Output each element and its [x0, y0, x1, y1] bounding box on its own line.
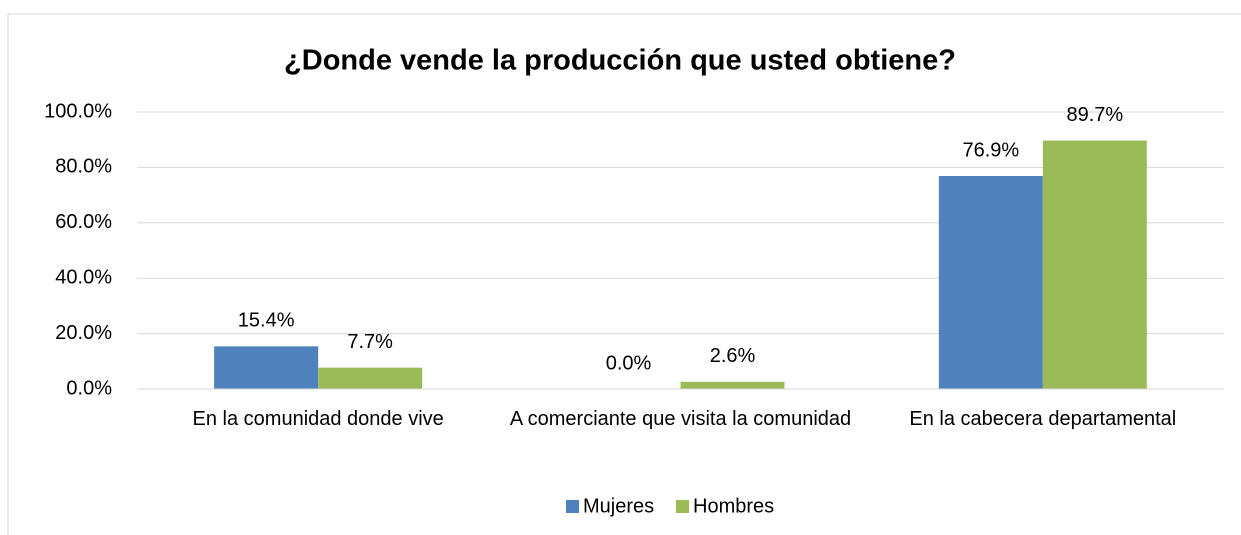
- data-label: 2.6%: [710, 345, 756, 367]
- legend-label: Mujeres: [583, 495, 654, 517]
- y-tick-label: 40.0%: [55, 266, 112, 288]
- x-tick-label: A comerciante que visita la comunidad: [509, 408, 852, 430]
- y-tick-label: 0.0%: [66, 377, 112, 399]
- bar: [214, 346, 319, 389]
- data-label: 15.4%: [238, 310, 295, 332]
- y-tick-label: 100.0%: [44, 100, 112, 122]
- bar: [680, 381, 785, 389]
- x-tick-label: En la comunidad donde vive: [192, 408, 444, 430]
- data-label: 89.7%: [1066, 104, 1123, 126]
- bar: [1042, 140, 1147, 389]
- bar: [318, 367, 423, 389]
- y-tick-label: 20.0%: [55, 322, 112, 344]
- data-label: 7.7%: [347, 331, 393, 353]
- y-tick-label: 60.0%: [55, 211, 112, 233]
- x-tick-label: En la cabecera departamental: [909, 408, 1177, 430]
- bar: [938, 175, 1043, 389]
- legend-swatch: [566, 500, 579, 513]
- legend-swatch: [676, 500, 689, 513]
- legend-label: Hombres: [693, 495, 774, 517]
- chart-title: ¿Donde vende la producción que usted obt…: [284, 45, 956, 77]
- data-label: 76.9%: [962, 139, 1019, 161]
- y-tick-label: 80.0%: [55, 156, 112, 178]
- data-label: 0.0%: [606, 352, 652, 374]
